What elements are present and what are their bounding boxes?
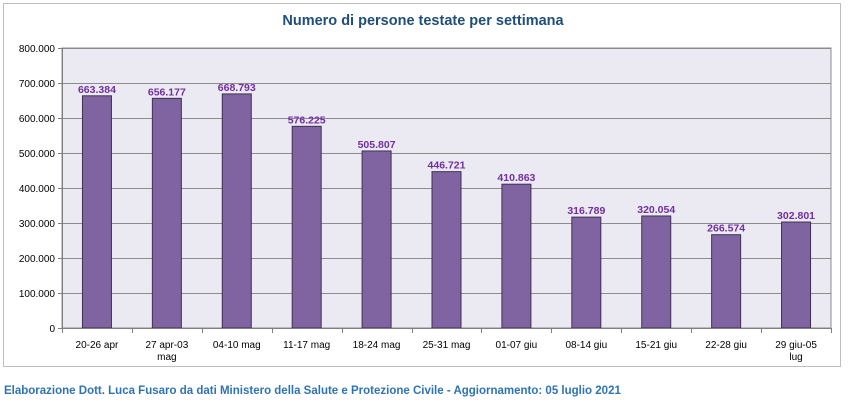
y-tick-label: 700.000 [19, 79, 56, 90]
bar [291, 125, 322, 329]
x-tick-label: 11-17 mag [283, 340, 330, 351]
x-tick-label: 20-26 apr [76, 340, 119, 351]
x-tick-label: 04-10 mag [213, 340, 261, 351]
data-label: 663.384 [78, 84, 116, 96]
bars [81, 93, 812, 329]
data-label: 320.054 [637, 204, 675, 216]
axes: 0 100.000 200.000 300.000 400.000 500.000 600.… [19, 44, 832, 335]
x-tick-label: 29 giu-05 lug [775, 340, 817, 363]
x-tick-label: 08-14 giu [565, 340, 607, 351]
x-tick-label: 22-28 giu [705, 340, 747, 351]
y-tick-label: 600.000 [19, 114, 56, 125]
y-tick-label: 300.000 [19, 219, 56, 230]
labels: 663.384 20-26 apr 656.177 27 apr-03 mag 668.7… [76, 82, 818, 363]
bar [711, 234, 742, 329]
data-label: 302.801 [777, 210, 815, 222]
bar-chart: 0 100.000 200.000 300.000 400.000 500.000 600.… [19, 44, 832, 363]
footer-credit: Elaborazione Dott. Luca Fusaro da dati M… [4, 385, 621, 397]
bar [571, 216, 602, 329]
x-tick-label: 18-24 mag [353, 340, 401, 351]
bar [361, 150, 392, 329]
chart-title: Numero di persone testate per settimana [282, 13, 564, 29]
bar [431, 171, 462, 329]
bar [641, 215, 672, 329]
bar [81, 95, 112, 329]
data-label: 266.574 [707, 223, 745, 235]
data-label: 316.789 [567, 205, 605, 217]
data-label: 668.793 [218, 82, 256, 94]
y-tick-label: 800.000 [19, 44, 56, 55]
bar [501, 183, 532, 329]
x-tick-label: 25-31 mag [423, 340, 471, 351]
y-tick-label: 400.000 [19, 184, 56, 195]
data-label: 656.177 [148, 86, 186, 98]
x-tick-label: 27 apr-03 mag [145, 340, 188, 363]
data-label: 410.863 [497, 172, 535, 184]
y-tick-label: 0 [49, 324, 55, 335]
y-tick-label: 500.000 [19, 149, 56, 160]
y-tick-label: 200.000 [19, 254, 56, 265]
bar [781, 221, 812, 329]
data-label: 576.225 [288, 114, 326, 126]
bar [151, 97, 182, 329]
data-label: 505.807 [358, 139, 396, 151]
x-tick-label: 01-07 giu [496, 340, 538, 351]
data-label: 446.721 [428, 160, 466, 172]
bar [221, 93, 252, 329]
x-tick-label: 15-21 giu [635, 340, 677, 351]
chart-frame: Numero di persone testate per settimana … [3, 3, 841, 367]
y-tick-label: 100.000 [19, 289, 56, 300]
